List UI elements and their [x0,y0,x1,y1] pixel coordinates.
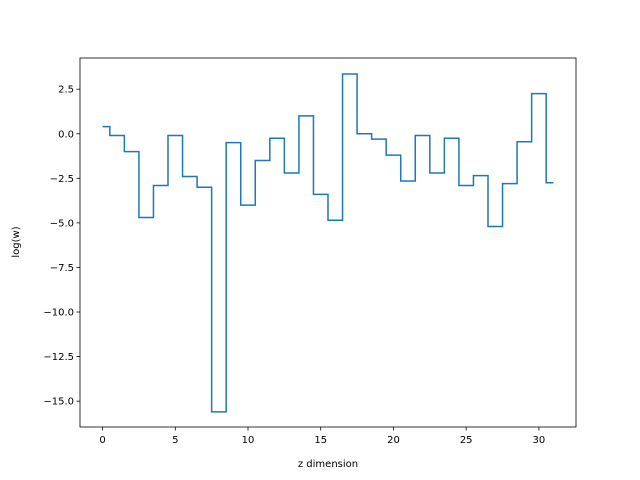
x-tick-label: 25 [460,435,473,446]
x-tick-label: 0 [99,435,105,446]
y-tick-label: −12.5 [43,352,74,363]
x-axis-ticks: 0 5 10 15 20 25 30 [99,427,545,446]
x-axis-label: z dimension [298,459,358,470]
plot-frame [79,57,577,428]
y-tick-label: −2.5 [50,174,74,185]
y-tick-label: 0.0 [58,129,74,140]
x-tick-label: 15 [314,435,327,446]
plot-area [80,58,576,427]
y-tick-label: 2.5 [58,85,74,96]
x-tick-label: 20 [387,435,400,446]
series-layer [102,73,554,413]
x-tick-label: 5 [172,435,178,446]
y-tick-label: −10.0 [43,308,74,319]
y-tick-label: −5.0 [50,218,74,229]
x-tick-label: 30 [533,435,546,446]
y-tick-label: −15.0 [43,397,74,408]
series-line-0 [102,73,554,413]
y-axis-ticks: 2.5 0.0 −2.5 −5.0 −7.5 −10.0 −12.5 −15.0 [43,85,80,408]
y-axis-label: log(w) [11,226,22,257]
x-tick-label: 10 [242,435,255,446]
y-tick-label: −7.5 [50,263,74,274]
